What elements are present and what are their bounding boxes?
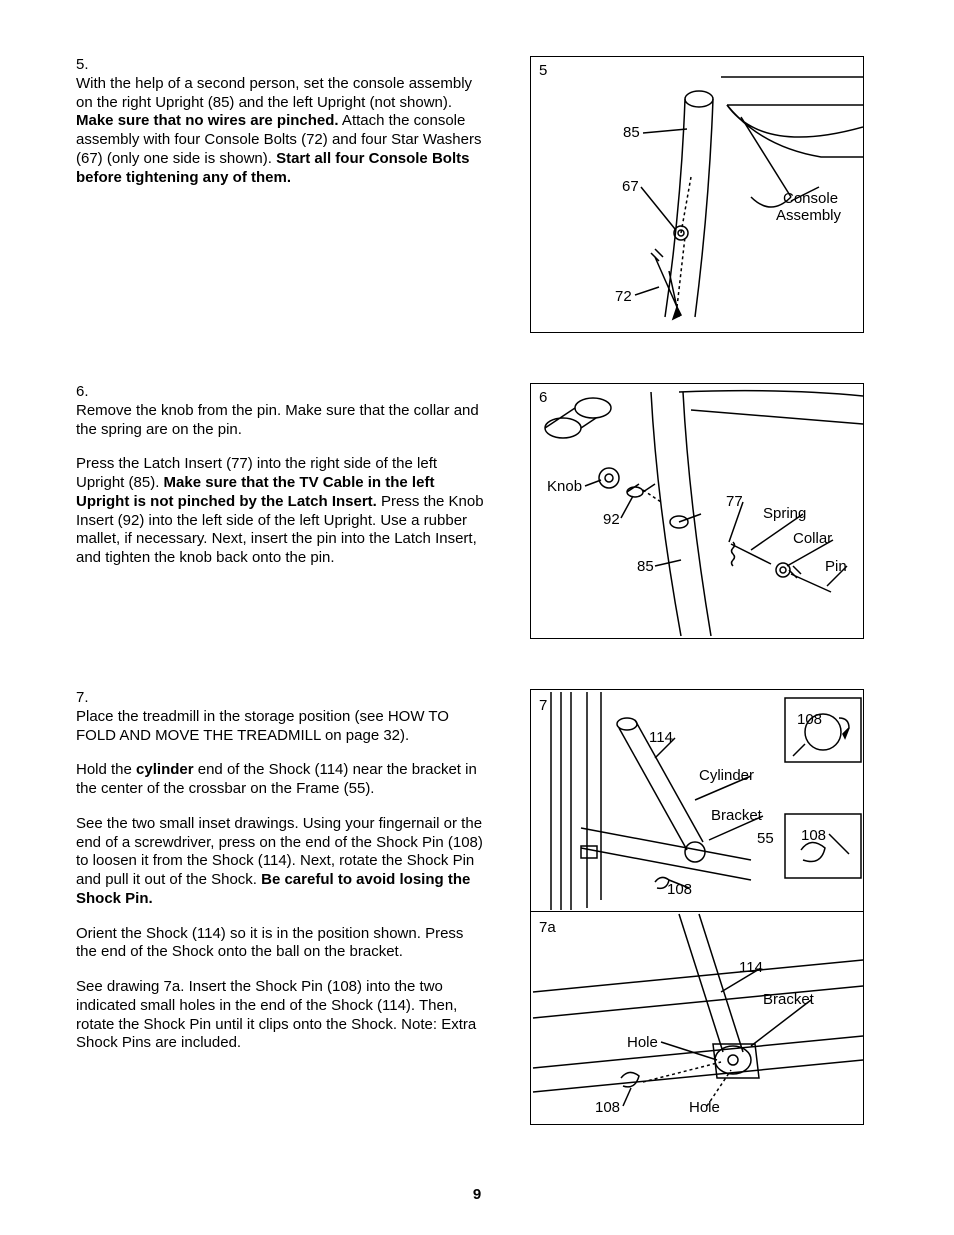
figure-7: 7: [530, 689, 864, 911]
figure-label: Pin: [825, 558, 847, 575]
figure-label: 92: [603, 511, 620, 528]
figure-label: 108: [797, 711, 822, 728]
step-6-text: 6. Remove the knob from the pin. Make su…: [76, 383, 524, 584]
step-7-body: Place the treadmill in the storage posit…: [76, 708, 486, 1069]
figure-label: 85: [637, 558, 654, 575]
paragraph: Hold the cylinder end of the Shock (114)…: [76, 761, 486, 799]
step-7-text: 7. Place the treadmill in the storage po…: [76, 689, 524, 1069]
text-run: Remove the knob from the pin. Make sure …: [76, 402, 479, 438]
figure-label: 108: [801, 827, 826, 844]
figure-corner-label: 6: [539, 389, 547, 406]
text-run: Orient the Shock (114) so it is in the p…: [76, 925, 463, 961]
figure-label: 108: [595, 1099, 620, 1116]
page-number: 9: [0, 1186, 954, 1203]
figure-5-svg: 5: [531, 57, 863, 332]
figure-6: 6: [530, 383, 864, 639]
step-number: 6.: [76, 383, 100, 402]
figure-corner-label: 7: [539, 697, 547, 714]
text-run: Place the treadmill in the storage posit…: [76, 708, 449, 744]
text-run: Hold the: [76, 761, 136, 778]
figure-7-svg: 7: [531, 690, 863, 910]
figure-label: 55: [757, 830, 774, 847]
figure-label: Console: [783, 190, 838, 207]
step-5-row: 5. With the help of a second person, set…: [76, 56, 878, 333]
step-7-row: 7. Place the treadmill in the storage po…: [76, 689, 878, 1125]
figure-label: Knob: [547, 478, 582, 495]
figure-label: 72: [615, 288, 632, 305]
step-5-body: With the help of a second person, set th…: [76, 75, 486, 204]
figure-label: 114: [649, 729, 673, 746]
paragraph: See the two small inset drawings. Using …: [76, 815, 486, 909]
paragraph: Press the Latch Insert (77) into the rig…: [76, 455, 486, 568]
step-5-figure: 5: [524, 56, 878, 333]
figure-7a: 7a: [530, 911, 864, 1125]
figure-label: 114: [739, 959, 763, 976]
figure-label: Bracket: [711, 807, 763, 824]
figure-label: 67: [622, 178, 639, 195]
figure-corner-label: 7a: [539, 919, 556, 936]
figure-label: Hole: [627, 1034, 658, 1051]
step-6-figure: 6: [524, 383, 878, 639]
text-run: See drawing 7a. Insert the Shock Pin (10…: [76, 978, 476, 1051]
step-6-body: Remove the knob from the pin. Make sure …: [76, 402, 486, 584]
paragraph: Orient the Shock (114) so it is in the p…: [76, 925, 486, 963]
figure-label: Bracket: [763, 991, 815, 1008]
step-7-figure: 7: [524, 689, 878, 1125]
paragraph: Remove the knob from the pin. Make sure …: [76, 402, 486, 440]
text-run: With the help of a second person, set th…: [76, 75, 472, 111]
text-run: Make sure that no wires are pinched.: [76, 112, 339, 129]
paragraph: With the help of a second person, set th…: [76, 75, 486, 188]
figure-label: Collar: [793, 530, 832, 547]
figure-6-svg: 6: [531, 384, 863, 638]
step-5-text: 5. With the help of a second person, set…: [76, 56, 524, 203]
figure-label: 77: [726, 493, 743, 510]
paragraph: Place the treadmill in the storage posit…: [76, 708, 486, 746]
paragraph: See drawing 7a. Insert the Shock Pin (10…: [76, 978, 486, 1053]
figure-label: Assembly: [776, 207, 842, 224]
figure-label: Cylinder: [699, 767, 754, 784]
figure-label: 108: [667, 881, 692, 898]
figure-label: Spring: [763, 505, 806, 522]
figure-7a-svg: 7a: [531, 912, 863, 1124]
step-number: 7.: [76, 689, 100, 708]
step-6-row: 6. Remove the knob from the pin. Make su…: [76, 383, 878, 639]
figure-label: 85: [623, 124, 640, 141]
text-run: cylinder: [136, 761, 194, 778]
figure-corner-label: 5: [539, 62, 547, 79]
figure-label: Hole: [689, 1099, 720, 1116]
step-number: 5.: [76, 56, 100, 75]
figure-5: 5: [530, 56, 864, 333]
